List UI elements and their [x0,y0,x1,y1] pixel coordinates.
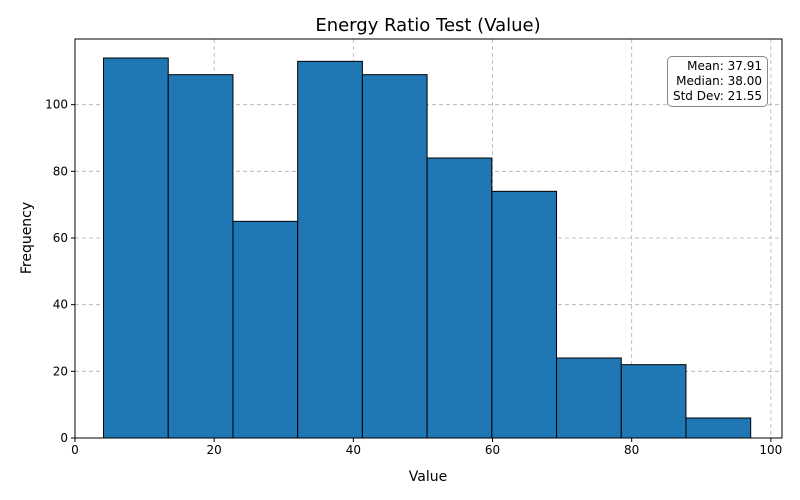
histogram-bar [620,364,687,439]
stats-median: Median: 38.00 [676,74,762,88]
chart-title: Energy Ratio Test (Value) [315,15,540,36]
histogram-bar [232,220,299,439]
y-tick-label: 80 [53,164,68,178]
histogram-bar [167,74,234,439]
x-axis-ticks: 0 20 40 60 80 100 [71,438,782,457]
histogram-bar [556,357,622,439]
x-tick-label: 60 [485,443,500,457]
histogram-bar [361,74,428,439]
x-tick-label: 80 [624,443,639,457]
y-axis-label: Frequency [19,202,35,274]
x-tick-label: 100 [759,443,782,457]
x-tick-label: 0 [71,443,79,457]
histogram-bar [426,157,493,439]
y-tick-label: 20 [53,364,68,378]
histogram-bars [103,57,752,439]
histogram-bar [685,417,752,439]
stats-box: Mean: 37.91 Median: 38.00 Std Dev: 21.55 [666,56,768,107]
stats-mean: Mean: 37.91 [687,59,762,73]
y-tick-label: 40 [53,298,68,312]
y-tick-label: 100 [45,98,68,112]
x-axis-label: Value [409,469,447,485]
histogram-bar [491,190,558,439]
y-tick-label: 0 [60,431,68,445]
y-axis-ticks: 0 20 40 60 80 100 [45,98,75,445]
x-tick-label: 20 [207,443,222,457]
y-tick-label: 60 [53,231,68,245]
histogram-bar [297,60,363,439]
histogram-bar [103,57,169,439]
x-tick-label: 40 [346,443,361,457]
stats-std-dev: Std Dev: 21.55 [672,89,762,103]
